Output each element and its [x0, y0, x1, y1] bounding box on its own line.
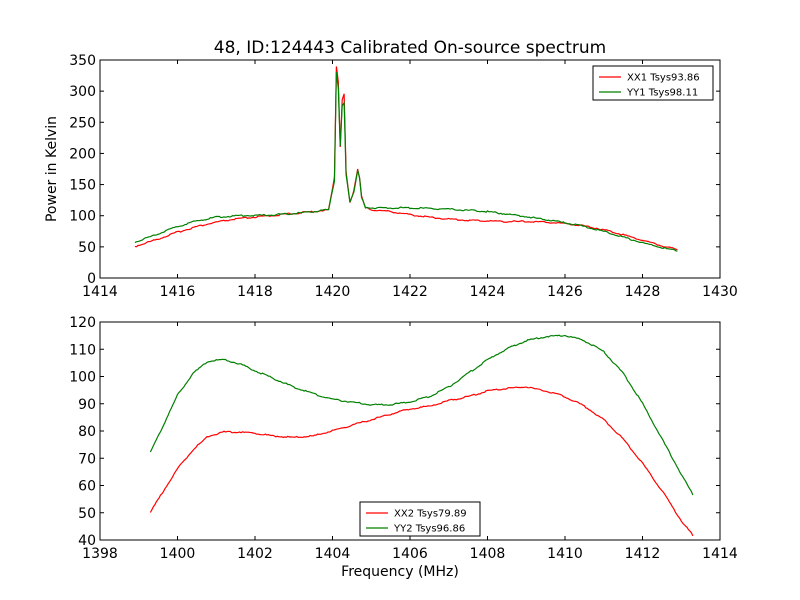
x-tick-label: 1406 [392, 546, 428, 562]
x-tick-label: 1398 [82, 546, 118, 562]
y-tick-label: 100 [69, 370, 96, 386]
legend-label: YY1 Tsys98.11 [626, 88, 698, 99]
x-tick-label: 1418 [237, 284, 273, 300]
top-plot: 1414 1416 1418 1420 1422 1424 1426 1428 1430 0 50 1… [44, 53, 738, 300]
x-tick-label: 1412 [625, 546, 661, 562]
y-tick-label: 50 [78, 240, 96, 256]
y-tick-label: 80 [78, 424, 96, 440]
y-tick-label: 50 [78, 506, 96, 522]
x-tick-label: 1410 [547, 546, 583, 562]
legend-label: YY2 Tsys96.86 [393, 524, 465, 535]
y-tick-label: 350 [69, 53, 96, 69]
y-tick-label: 300 [69, 84, 96, 100]
x-tick-label: 1422 [392, 284, 428, 300]
y-tick-label: 60 [78, 479, 96, 495]
x-axis-label: Frequency (MHz) [341, 564, 459, 580]
x-tick-label: 1404 [315, 546, 351, 562]
y-tick-label: 120 [69, 315, 96, 331]
series-line-2 [134, 72, 678, 252]
y-tick-label: 40 [78, 533, 96, 549]
x-tick-label: 1416 [160, 284, 196, 300]
x-tick-label: 1402 [237, 546, 273, 562]
bottom-plot: 1398 1400 1402 1404 1406 1408 1410 1412 1414 40 50… [69, 315, 738, 580]
x-tick-label: 1420 [315, 284, 351, 300]
y-axis-label: Power in Kelvin [44, 116, 60, 222]
legend: XX1 Tsys93.86 YY1 Tsys98.11 [592, 65, 714, 101]
figure-title: 48, ID:124443 Calibrated On-source spect… [214, 38, 606, 58]
y-tick-label: 70 [78, 451, 96, 467]
series-line-2 [149, 334, 694, 496]
y-tick-label: 90 [78, 397, 96, 413]
y-tick-label: 100 [69, 209, 96, 225]
y-tick-label: 200 [69, 146, 96, 162]
x-tick-label: 1408 [470, 546, 506, 562]
series-line-1 [149, 386, 694, 537]
x-tick-label: 1414 [82, 284, 118, 300]
y-tick-label: 110 [69, 342, 96, 358]
legend-box [592, 65, 714, 101]
y-tick-label: 150 [69, 178, 96, 194]
legend: XX2 Tsys79.89 YY2 Tsys96.86 [359, 501, 481, 537]
x-tick-label: 1400 [160, 546, 196, 562]
x-tick-label: 1426 [547, 284, 583, 300]
legend-label: XX1 Tsys93.86 [627, 73, 700, 84]
x-tick-label: 1414 [702, 546, 738, 562]
legend-box [359, 501, 481, 537]
x-tick-label: 1428 [625, 284, 661, 300]
legend-label: XX2 Tsys79.89 [394, 509, 467, 520]
y-tick-label: 0 [87, 271, 96, 287]
x-tick-label: 1430 [702, 284, 738, 300]
y-tick-label: 250 [69, 115, 96, 131]
x-tick-label: 1424 [470, 284, 506, 300]
